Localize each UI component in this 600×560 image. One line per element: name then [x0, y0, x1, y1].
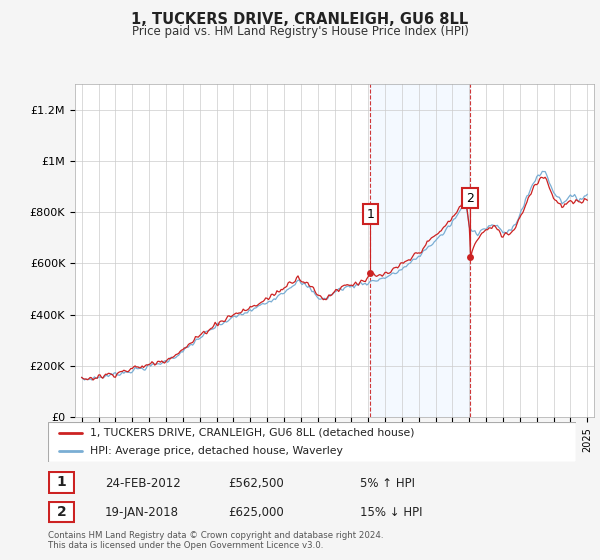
Text: 1: 1	[56, 475, 67, 489]
Text: Price paid vs. HM Land Registry's House Price Index (HPI): Price paid vs. HM Land Registry's House …	[131, 25, 469, 38]
Text: 1: 1	[366, 208, 374, 221]
Text: Contains HM Land Registry data © Crown copyright and database right 2024.
This d: Contains HM Land Registry data © Crown c…	[48, 531, 383, 550]
Text: 1, TUCKERS DRIVE, CRANLEIGH, GU6 8LL: 1, TUCKERS DRIVE, CRANLEIGH, GU6 8LL	[131, 12, 469, 27]
Text: 2: 2	[466, 192, 474, 204]
Text: £625,000: £625,000	[228, 506, 284, 519]
Text: £562,500: £562,500	[228, 477, 284, 489]
Text: 15% ↓ HPI: 15% ↓ HPI	[360, 506, 422, 519]
Text: 2: 2	[56, 505, 67, 519]
Bar	[370, 84, 470, 417]
Text: 24-FEB-2012: 24-FEB-2012	[105, 477, 181, 489]
Text: 1, TUCKERS DRIVE, CRANLEIGH, GU6 8LL (detached house): 1, TUCKERS DRIVE, CRANLEIGH, GU6 8LL (de…	[90, 428, 415, 437]
Text: 5% ↑ HPI: 5% ↑ HPI	[360, 477, 415, 489]
Text: 19-JAN-2018: 19-JAN-2018	[105, 506, 179, 519]
Text: HPI: Average price, detached house, Waverley: HPI: Average price, detached house, Wave…	[90, 446, 343, 456]
